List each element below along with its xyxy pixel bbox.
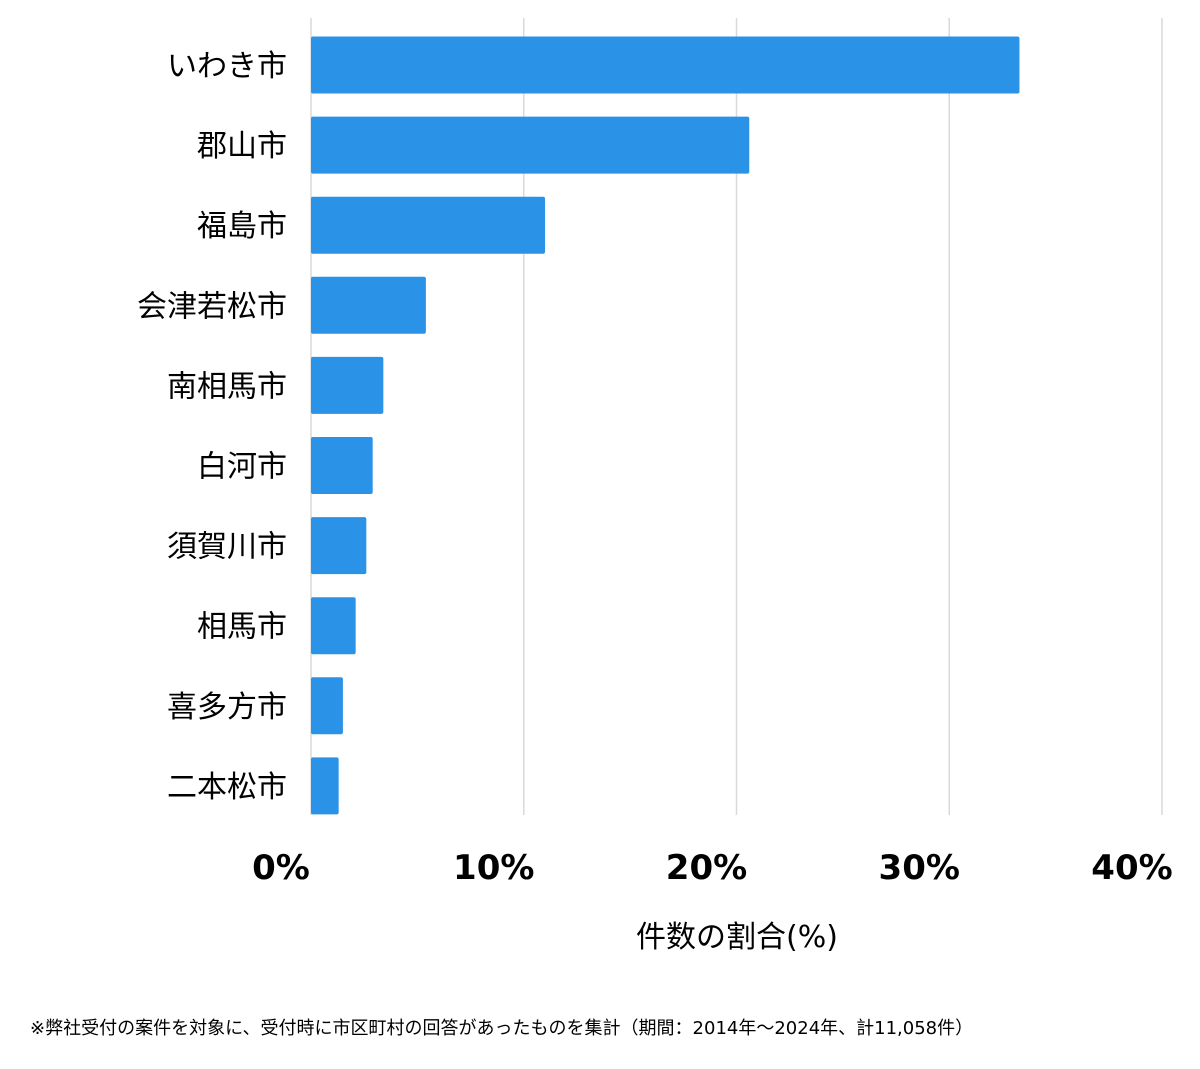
x-tick-labels: 0% 10% 20% 30% 40% (252, 848, 1173, 888)
bar-2 (311, 196, 546, 254)
x-tick-label: 30% (879, 848, 960, 888)
bar-8 (311, 677, 343, 735)
bars (311, 36, 1020, 815)
bar-3 (311, 276, 426, 334)
bar-9 (311, 757, 339, 815)
x-tick-label: 10% (453, 848, 534, 888)
bar-5 (311, 437, 373, 494)
category-label: 郡山市 (197, 129, 287, 164)
bar-1 (311, 116, 750, 174)
bar-6 (311, 517, 367, 575)
category-label: 白河市 (197, 450, 287, 485)
category-label: 会津若松市 (137, 289, 287, 324)
x-tick-label: 40% (1091, 848, 1172, 888)
bar-0 (311, 36, 1020, 94)
category-label: 喜多方市 (167, 690, 287, 725)
x-tick-label: 20% (666, 848, 747, 888)
category-label: 二本松市 (167, 770, 287, 805)
bar-4 (311, 356, 384, 414)
footnote: ※弊社受付の案件を対象に、受付時に市区町村の回答があったものを集計（期間：201… (30, 1018, 974, 1039)
category-label: 須賀川市 (167, 530, 287, 565)
category-label: 相馬市 (197, 610, 287, 645)
category-label: いわき市 (167, 49, 287, 84)
category-label: 福島市 (197, 209, 287, 244)
x-tick-label: 0% (252, 848, 310, 888)
category-label: 南相馬市 (167, 369, 287, 404)
bar-7 (311, 597, 356, 655)
x-axis-title: 件数の割合(%) (636, 920, 838, 955)
